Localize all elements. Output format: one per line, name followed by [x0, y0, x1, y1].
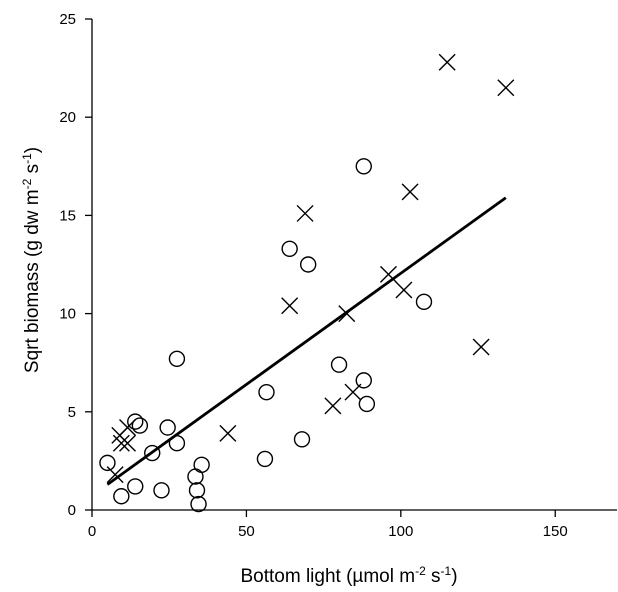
- trend-line: [106, 196, 507, 486]
- cross-point: [379, 265, 397, 283]
- y-tick-label: 20: [59, 109, 76, 126]
- y-axis-ticks: 0 5 10 15 20 25: [59, 11, 92, 519]
- circle-point: [127, 478, 144, 495]
- circle-point: [159, 419, 176, 436]
- circle-point: [168, 350, 186, 367]
- cross-point: [281, 297, 299, 315]
- circle-point: [330, 356, 348, 373]
- circle-point: [358, 395, 376, 413]
- cross-stroke: [324, 397, 342, 415]
- circle-point: [113, 488, 130, 505]
- circle-point: [99, 454, 116, 472]
- data-points: [99, 53, 515, 513]
- cross-point: [438, 53, 456, 71]
- cross-stroke: [472, 338, 490, 356]
- cross-point: [324, 397, 342, 415]
- trend-line-group: [106, 196, 507, 486]
- cross-stroke: [119, 434, 137, 452]
- circle-point: [256, 450, 274, 468]
- cross-stroke: [219, 424, 237, 442]
- circle-point: [188, 482, 206, 499]
- cross-stroke: [119, 419, 137, 437]
- circle-point: [281, 240, 298, 257]
- x-tick-label: 150: [543, 523, 568, 540]
- cross-stroke: [401, 183, 419, 201]
- y-axis-title: Sqrt biomass (g dw m-2 s-1): [20, 147, 43, 373]
- x-tick-label: 50: [238, 523, 255, 540]
- circle-point: [131, 417, 149, 434]
- cross-point: [219, 424, 237, 442]
- cross-stroke: [281, 297, 299, 315]
- x-tick-label: 0: [88, 523, 96, 540]
- circle-point: [193, 456, 210, 474]
- x-tick-label: 100: [388, 523, 413, 540]
- cross-stroke: [112, 434, 130, 452]
- y-tick-label: 25: [59, 11, 76, 28]
- circle-point: [299, 256, 317, 273]
- cross-point: [344, 383, 362, 401]
- axes: [91, 19, 617, 511]
- cross-point: [395, 281, 413, 299]
- circle-point: [355, 372, 372, 389]
- y-tick-label: 10: [59, 306, 76, 323]
- cross-point: [106, 466, 124, 484]
- x-axis-title: Bottom light (µmol m-2 s-1): [240, 564, 457, 587]
- cross-point: [112, 434, 130, 452]
- circle-point: [415, 293, 433, 311]
- cross-stroke: [395, 281, 413, 299]
- cross-stroke: [106, 466, 124, 484]
- cross-stroke: [344, 383, 362, 401]
- y-tick-label: 0: [68, 502, 76, 519]
- cross-point: [119, 434, 137, 452]
- cross-stroke: [379, 265, 397, 283]
- cross-stroke: [438, 53, 456, 71]
- cross-point: [472, 338, 490, 356]
- circle-point: [355, 158, 372, 175]
- circle-point: [190, 495, 207, 513]
- circle-point: [187, 468, 204, 485]
- cross-point: [296, 204, 314, 222]
- circle-point: [293, 431, 311, 448]
- cross-point: [119, 419, 137, 437]
- circle-point: [153, 482, 170, 499]
- cross-stroke: [497, 79, 515, 97]
- circle-point: [144, 444, 161, 462]
- cross-point: [497, 79, 515, 97]
- y-tick-label: 5: [68, 404, 76, 421]
- circle-point: [127, 413, 144, 430]
- cross-stroke: [296, 204, 314, 222]
- x-axis-ticks: 0 50 100 150: [88, 510, 568, 540]
- cross-point: [401, 183, 419, 201]
- y-tick-label: 15: [59, 207, 76, 224]
- circle-point: [258, 383, 275, 401]
